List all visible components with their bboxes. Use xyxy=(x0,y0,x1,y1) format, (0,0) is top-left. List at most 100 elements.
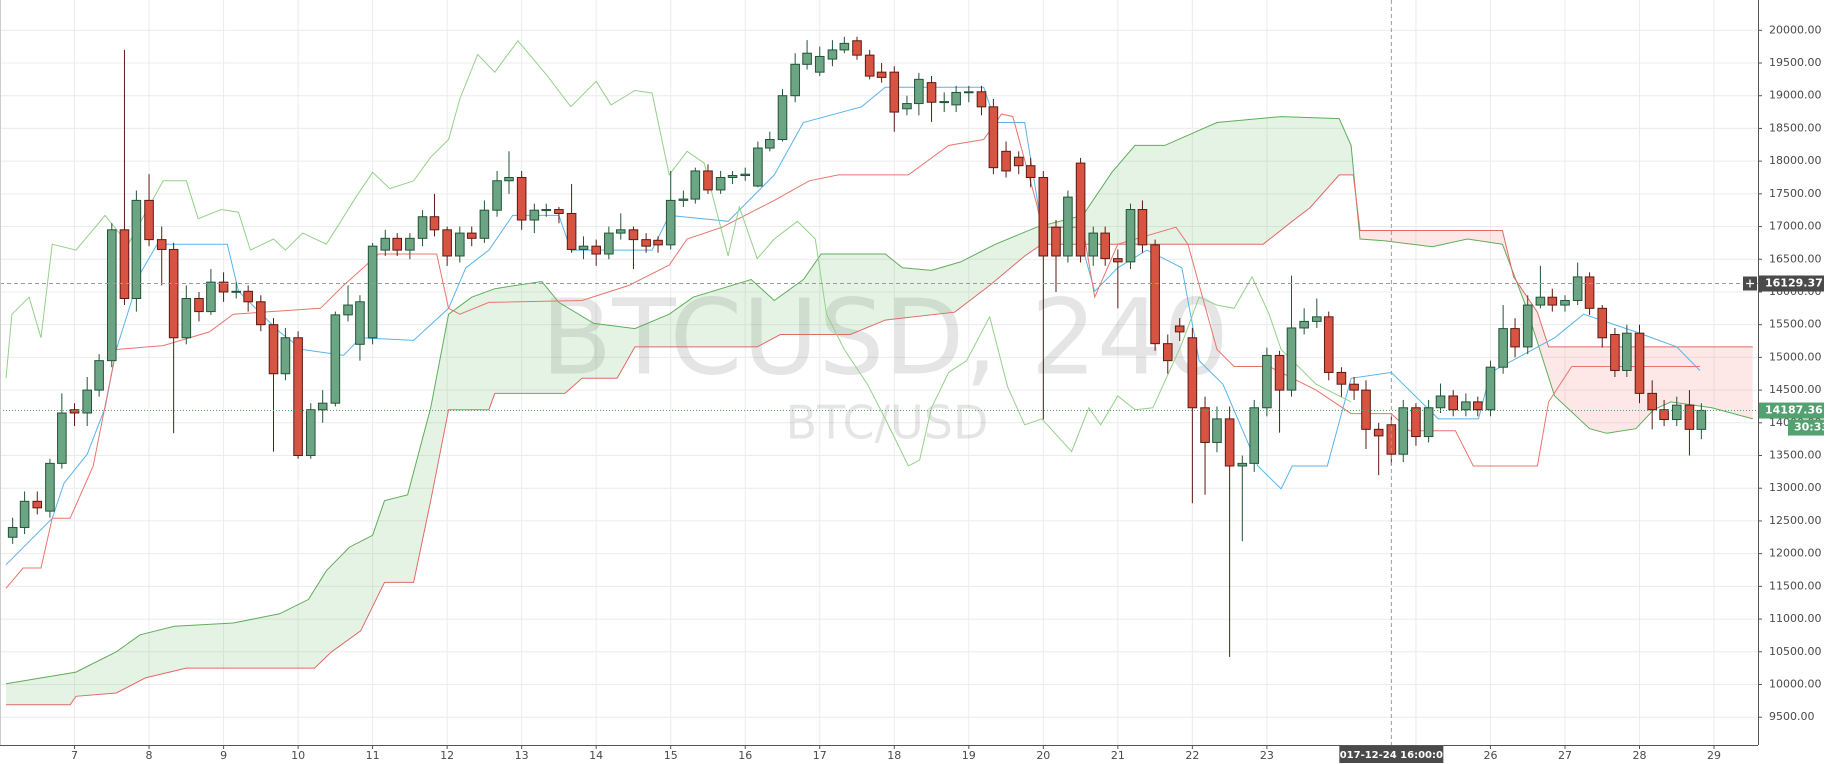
candle-body xyxy=(1137,209,1148,246)
y-tick-label: 16500.00 xyxy=(1769,252,1822,265)
candle-body xyxy=(1622,332,1632,371)
crosshair-plus-icon[interactable] xyxy=(1746,279,1754,288)
candle-body xyxy=(106,229,117,362)
candle-body xyxy=(355,301,365,345)
candle-body xyxy=(1448,395,1458,411)
x-tick-label: 27 xyxy=(1558,749,1572,762)
candle-body xyxy=(802,52,812,65)
candle-body xyxy=(1610,333,1620,371)
candle-body xyxy=(280,337,291,375)
indicator-line xyxy=(5,113,1700,589)
candle-body xyxy=(703,170,713,191)
candle-body xyxy=(380,237,391,251)
indicator-line xyxy=(5,39,1352,467)
candle-body xyxy=(1212,418,1222,443)
candle-body xyxy=(367,245,378,339)
x-tick-label: 28 xyxy=(1633,749,1647,762)
price-axis-bg xyxy=(1758,0,1826,764)
y-tick-label: 17000.00 xyxy=(1769,220,1822,233)
y-tick-label: 18000.00 xyxy=(1769,154,1822,167)
candle-body xyxy=(330,314,341,404)
candle-body xyxy=(1597,307,1608,339)
candle-body xyxy=(1113,258,1123,263)
y-tick-label: 20000.00 xyxy=(1769,23,1822,36)
candle-body xyxy=(19,500,30,528)
crosshair-time-label: 2017-12-24 16:00:00 xyxy=(1333,750,1450,761)
candle-body xyxy=(902,103,912,110)
candle-body xyxy=(1696,409,1707,430)
candle-body xyxy=(466,232,477,239)
candle-body xyxy=(1075,162,1086,257)
candle-body xyxy=(1013,156,1024,167)
y-tick-label: 10500.00 xyxy=(1769,645,1822,658)
candle-body xyxy=(951,91,961,106)
candle-body xyxy=(243,290,253,303)
candle-body xyxy=(839,42,850,51)
candle-body xyxy=(144,199,154,241)
candle-body xyxy=(1411,407,1421,438)
candle-body xyxy=(317,402,328,411)
candle-body xyxy=(7,526,18,538)
candle-body xyxy=(628,229,639,241)
candle-body xyxy=(1249,407,1260,464)
candle-body xyxy=(1560,299,1570,306)
y-tick-label: 14500.00 xyxy=(1769,383,1822,396)
countdown-label: 30:33 xyxy=(1794,421,1826,434)
candle-body xyxy=(1535,296,1546,306)
candle-body xyxy=(1485,366,1496,411)
x-tick-label: 20 xyxy=(1036,749,1050,762)
candle-body xyxy=(156,239,167,250)
candle-body xyxy=(1063,196,1073,257)
candle-body xyxy=(479,209,490,239)
y-tick-label: 12000.00 xyxy=(1769,547,1822,560)
candle-body xyxy=(827,49,838,60)
candle-body xyxy=(1386,424,1397,455)
candle-body xyxy=(1224,418,1235,467)
candle-body xyxy=(1522,304,1533,348)
y-tick-label: 15500.00 xyxy=(1769,318,1822,331)
candle-body xyxy=(1336,371,1347,385)
candle-body xyxy=(405,237,415,251)
candle-body xyxy=(665,199,676,246)
candle-body xyxy=(1262,354,1272,409)
candle-body xyxy=(516,176,527,221)
candle-body xyxy=(429,216,440,231)
candle-body xyxy=(1312,316,1322,322)
x-tick-label: 15 xyxy=(664,749,678,762)
candle-body xyxy=(889,71,900,113)
candle-body xyxy=(1498,328,1508,368)
last-price-box xyxy=(1759,402,1824,419)
x-tick-label: 13 xyxy=(515,749,529,762)
candle-body xyxy=(1187,337,1198,409)
candle-body xyxy=(268,324,279,375)
y-tick-label: 10000.00 xyxy=(1769,677,1822,690)
candle-body xyxy=(852,40,862,56)
y-tick-label: 12500.00 xyxy=(1769,514,1822,527)
y-tick-label: 15000.00 xyxy=(1769,350,1822,363)
x-tick-label: 19 xyxy=(962,749,976,762)
candle-body xyxy=(231,290,242,293)
candle-body xyxy=(1038,176,1049,257)
candle-body xyxy=(653,239,663,246)
y-tick-label: 9500.00 xyxy=(1769,710,1815,723)
y-tick-label: 17500.00 xyxy=(1769,187,1822,200)
crosshair-price-box xyxy=(1759,275,1824,292)
candle-body xyxy=(181,298,192,339)
candle-body xyxy=(964,91,974,94)
x-tick-label: 26 xyxy=(1483,749,1497,762)
candle-body xyxy=(1361,389,1371,430)
candle-body xyxy=(1200,407,1210,443)
candle-body xyxy=(715,176,726,191)
cloud-span-a xyxy=(5,116,1753,685)
x-tick-label: 14 xyxy=(589,749,603,762)
candle-body xyxy=(492,180,502,211)
candle-body xyxy=(455,232,465,257)
candle-body xyxy=(1349,383,1359,391)
candle-body xyxy=(1051,226,1061,257)
candle-body xyxy=(1299,320,1309,329)
candle-body xyxy=(604,232,614,255)
candle-body xyxy=(690,170,701,200)
indicator-line xyxy=(5,86,1701,566)
